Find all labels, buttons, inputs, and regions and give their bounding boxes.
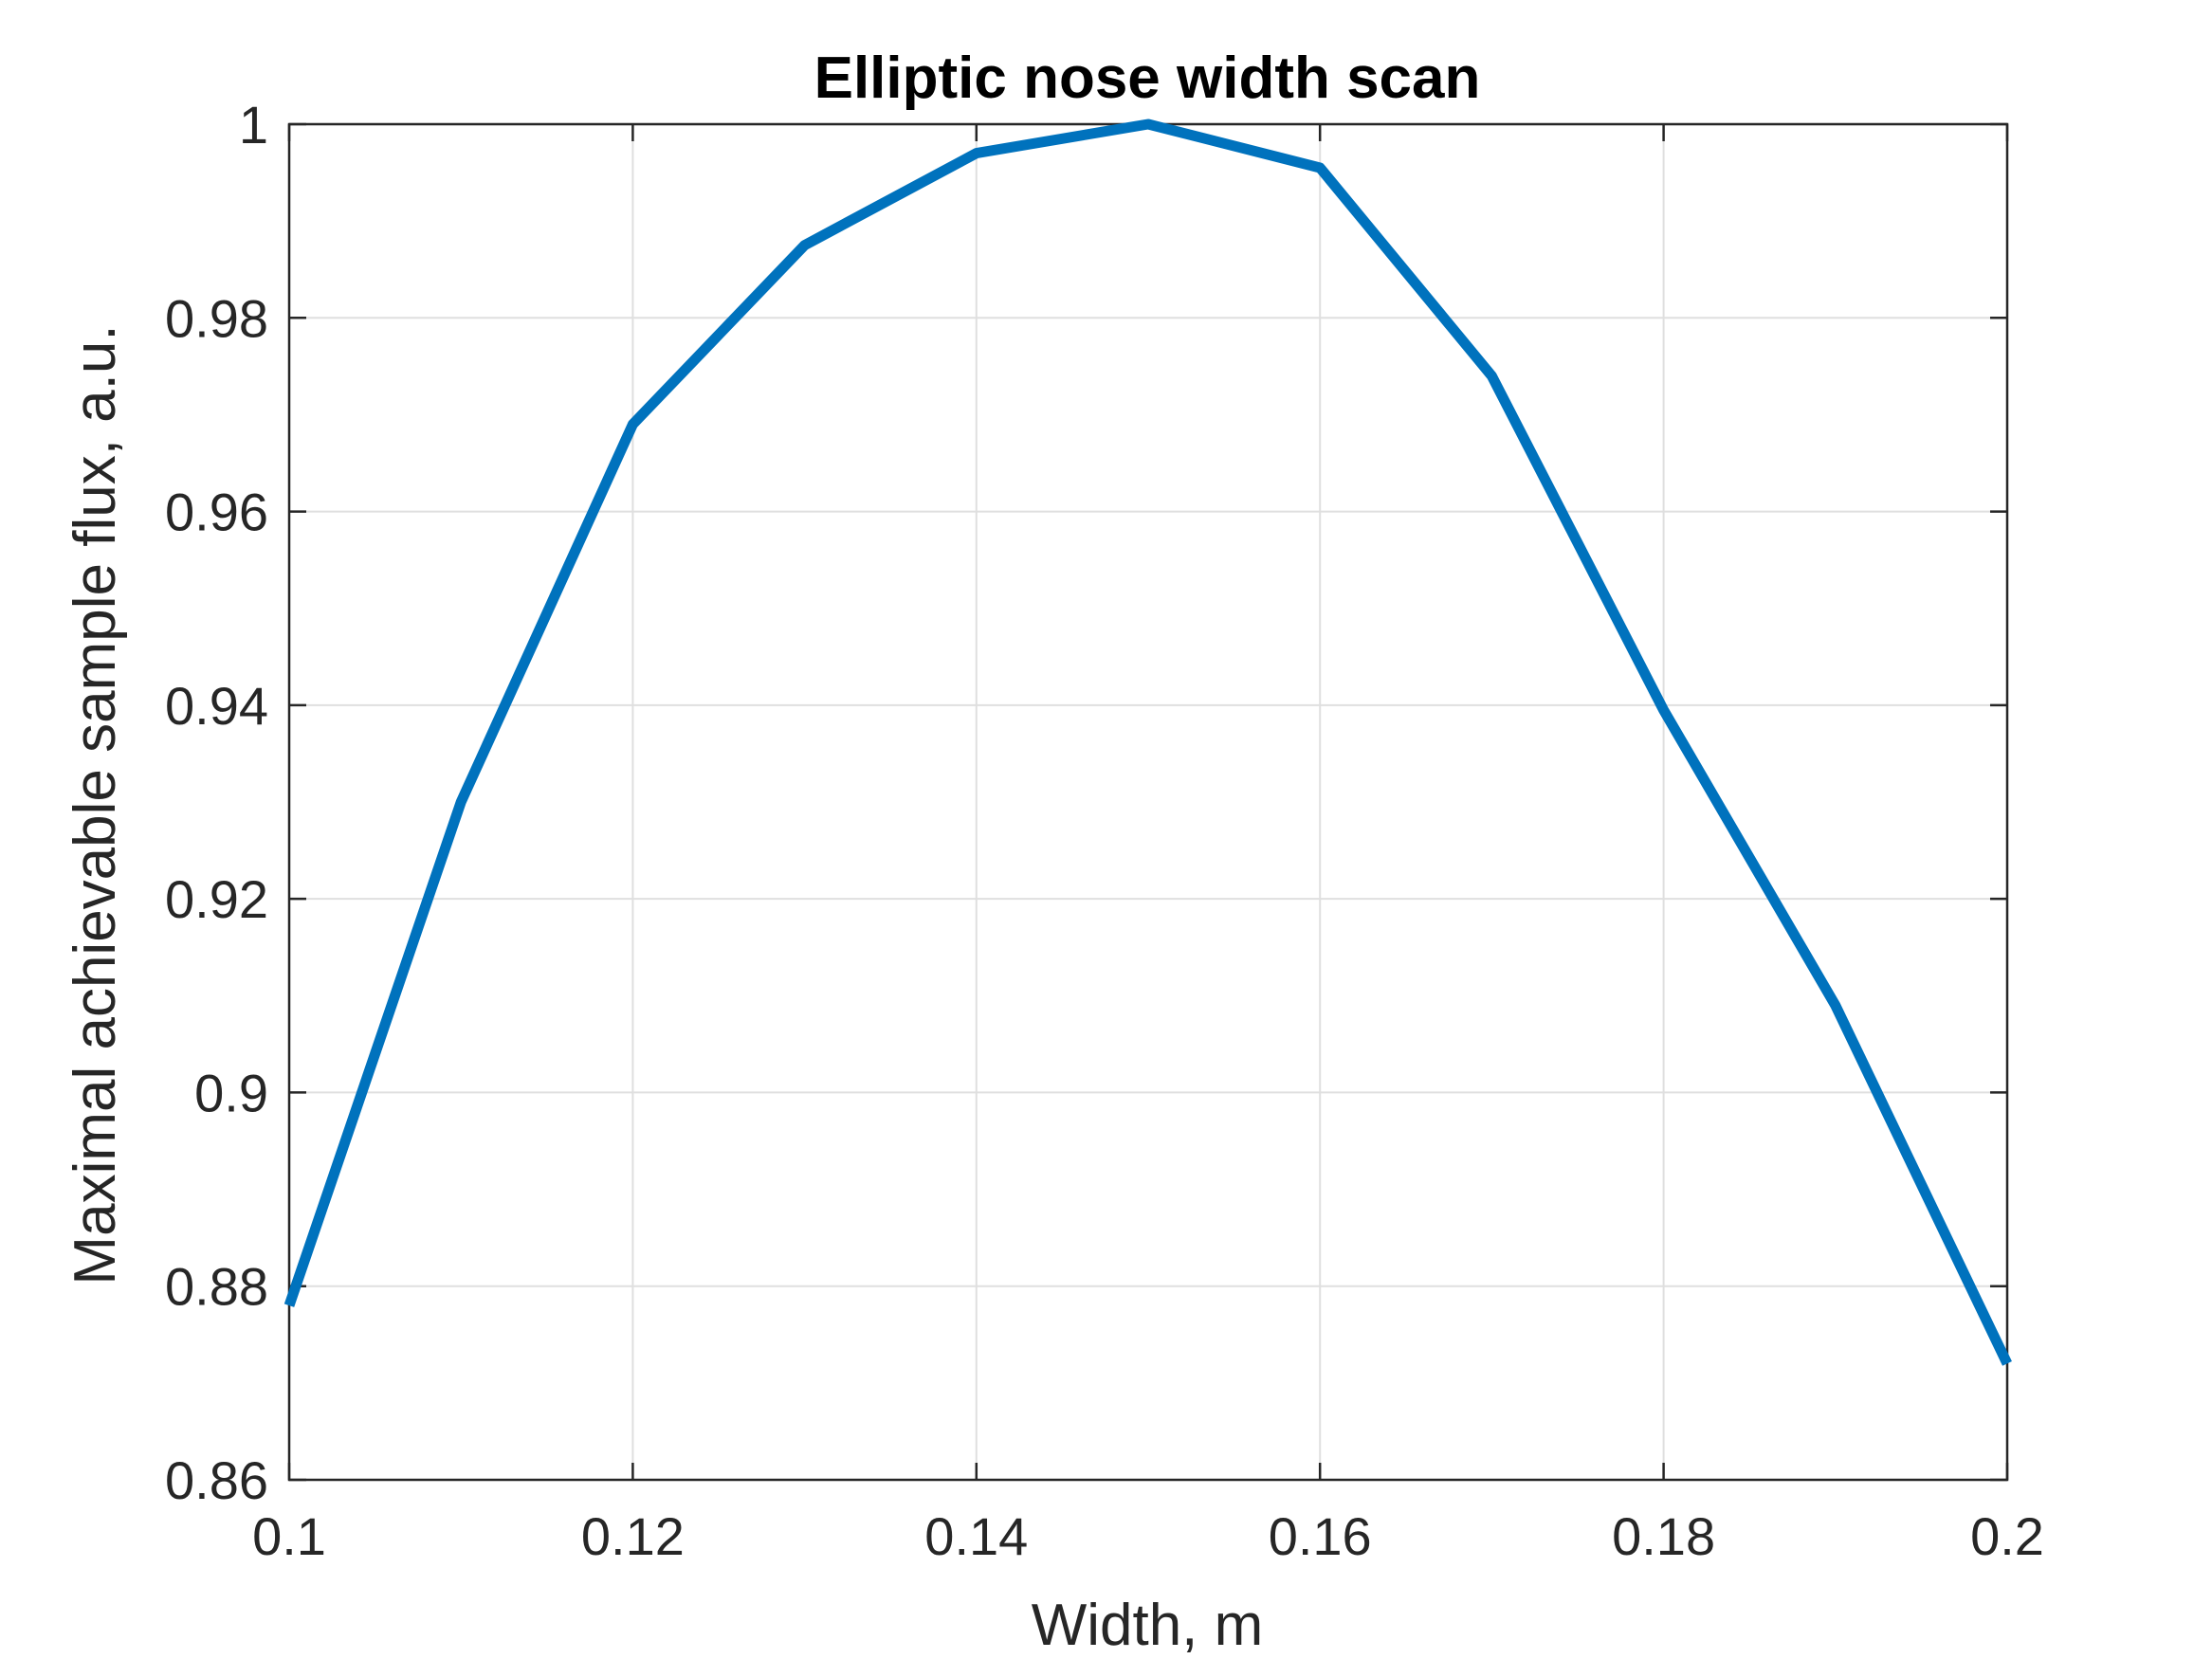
y-tick-labels: 0.86 0.88 0.9 0.92 0.94 0.96 0.98 1 bbox=[165, 95, 268, 1510]
y-axis-label: Maximal achievable sample flux, a.u. bbox=[63, 324, 128, 1285]
x-tick-label: 0.16 bbox=[1269, 1506, 1372, 1566]
x-tick-label: 0.12 bbox=[581, 1506, 685, 1566]
x-tick-labels: 0.1 0.12 0.14 0.16 0.18 0.2 bbox=[252, 1506, 2044, 1566]
y-tick-label: 0.86 bbox=[165, 1450, 268, 1510]
series-line-1 bbox=[283, 118, 2012, 1366]
y-tick-label: 0.88 bbox=[165, 1257, 268, 1317]
tick-marks bbox=[287, 122, 2009, 1482]
chart-title: Elliptic nose width scan bbox=[814, 46, 1481, 111]
y-tick-label: 0.92 bbox=[165, 869, 268, 929]
x-tick-label: 0.1 bbox=[252, 1506, 326, 1566]
y-tick-label: 0.94 bbox=[165, 676, 268, 736]
y-tick-label: 0.9 bbox=[194, 1063, 268, 1122]
x-axis-label: Width, m bbox=[1032, 1593, 1264, 1658]
y-tick-label: 0.98 bbox=[165, 288, 268, 348]
series-layer bbox=[283, 118, 2012, 1366]
x-tick-label: 0.2 bbox=[1970, 1506, 2044, 1566]
x-tick-label: 0.18 bbox=[1612, 1506, 1715, 1566]
y-tick-label: 1 bbox=[239, 95, 268, 155]
x-tick-label: 0.14 bbox=[924, 1506, 1028, 1566]
y-tick-label: 0.96 bbox=[165, 483, 268, 542]
